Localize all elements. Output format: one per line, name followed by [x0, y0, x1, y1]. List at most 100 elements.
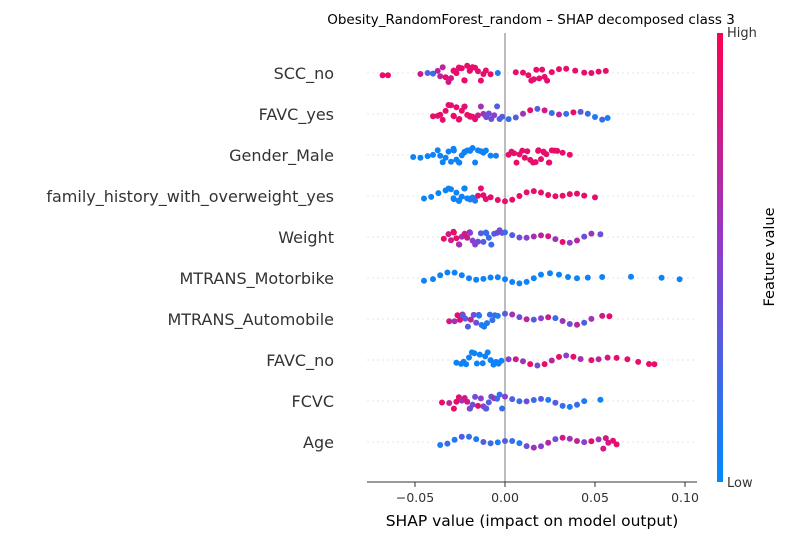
shap-point	[450, 405, 457, 412]
x-tick-label: 0.05	[581, 490, 609, 505]
shap-point	[524, 148, 531, 155]
shap-point	[502, 276, 508, 283]
shap-point	[482, 67, 489, 74]
shap-point	[539, 66, 546, 73]
shap-point	[581, 233, 588, 240]
shap-point	[459, 312, 466, 319]
shap-point	[502, 310, 508, 317]
shap-point	[483, 405, 490, 412]
shap-point	[556, 111, 562, 118]
shap-point	[437, 152, 444, 159]
shap-point	[565, 274, 571, 280]
shap-point	[545, 439, 552, 446]
shap-point	[494, 197, 501, 203]
shap-point	[581, 319, 588, 326]
shap-point	[479, 360, 486, 367]
shap-point	[613, 441, 620, 448]
shap-point	[520, 110, 526, 117]
shap-point	[475, 402, 481, 409]
shap-point	[523, 316, 530, 323]
shap-point	[477, 103, 484, 110]
shap-point	[477, 395, 484, 402]
x-tick-label: −0.05	[396, 490, 434, 505]
shap-point	[588, 230, 595, 237]
shap-points	[379, 62, 683, 452]
shap-point	[530, 233, 537, 240]
shap-point	[467, 196, 474, 203]
shap-point	[470, 311, 477, 318]
feature-labels: SCC_no FAVC_yes Gender_Male family_history_…	[46, 64, 334, 452]
shap-point	[512, 69, 519, 76]
shap-point	[485, 234, 492, 241]
shap-point	[512, 114, 519, 121]
shap-point	[434, 147, 441, 154]
shap-point	[581, 192, 588, 199]
shap-point	[445, 79, 452, 85]
shap-point	[570, 353, 577, 360]
shap-point	[538, 395, 544, 402]
shap-point	[577, 356, 584, 362]
shap-point	[461, 77, 468, 84]
shap-point	[487, 194, 494, 201]
shap-point	[527, 361, 534, 368]
shap-point	[466, 433, 472, 440]
shap-point	[599, 116, 606, 123]
shap-point	[523, 189, 530, 196]
shap-point	[538, 443, 544, 450]
shap-point	[605, 439, 612, 446]
shap-point	[581, 398, 588, 405]
shap-point	[488, 241, 495, 248]
shap-point	[473, 276, 480, 283]
shap-point	[574, 401, 580, 408]
x-axis-label: SHAP value (impact on model output)	[386, 512, 679, 530]
shap-point	[599, 312, 606, 319]
shap-point	[448, 158, 454, 165]
shap-point	[437, 272, 444, 279]
shap-point	[482, 196, 489, 203]
shap-point	[530, 316, 537, 323]
shap-point	[486, 311, 493, 318]
shap-point	[450, 196, 457, 203]
shap-point	[445, 102, 452, 108]
shap-point	[545, 396, 552, 403]
shap-point	[600, 445, 607, 452]
shap-point	[453, 104, 460, 111]
shap-point	[548, 357, 555, 364]
shap-point	[494, 229, 501, 236]
shap-point	[635, 358, 642, 365]
shap-point	[509, 311, 516, 318]
shap-point	[489, 317, 496, 324]
shap-point	[437, 442, 444, 448]
shap-point	[451, 436, 458, 443]
shap-point	[442, 74, 449, 81]
feature-label: MTRANS_Motorbike	[180, 269, 335, 289]
shap-point	[528, 77, 535, 84]
shap-point	[592, 114, 598, 120]
shap-point	[456, 241, 463, 248]
x-ticks: −0.05 0.00 0.05 0.10	[396, 482, 699, 505]
shap-point	[588, 315, 595, 322]
shap-point	[473, 436, 480, 443]
shap-point	[595, 68, 602, 75]
shap-point	[450, 229, 457, 236]
shap-point	[494, 312, 501, 319]
shap-point	[604, 354, 611, 361]
shap-point	[533, 66, 540, 73]
shap-point	[461, 103, 468, 110]
shap-point	[604, 115, 611, 121]
shap-point	[477, 230, 484, 237]
shap-point	[602, 67, 609, 74]
shap-point	[487, 274, 494, 281]
shap-point	[538, 189, 544, 196]
shap-point	[521, 154, 528, 161]
shap-point	[509, 396, 516, 403]
shap-point	[563, 110, 570, 117]
shap-point	[448, 237, 454, 244]
shap-point	[476, 312, 483, 319]
shap-point	[516, 280, 523, 287]
shap-point	[554, 147, 561, 154]
feature-label: family_history_with_overweight_yes	[46, 187, 334, 207]
row-guides	[367, 72, 697, 443]
shap-point	[563, 65, 570, 72]
shap-point	[439, 116, 446, 123]
